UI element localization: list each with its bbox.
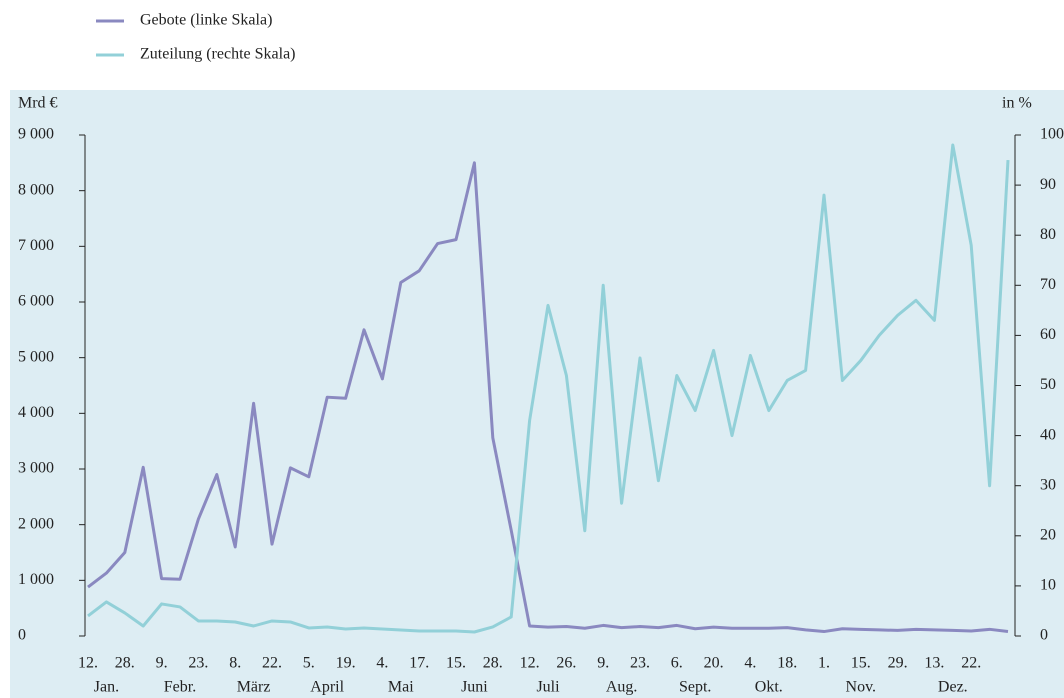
- x-tick-label: 19.: [336, 655, 356, 672]
- x-tick-label: 13.: [924, 655, 944, 672]
- x-tick-label: 20.: [704, 655, 724, 672]
- x-tick-label: 12.: [520, 655, 540, 672]
- month-label: Nov.: [846, 679, 877, 696]
- y-axis-label: Mrd €: [18, 95, 58, 112]
- plot-background: [10, 90, 1064, 698]
- y-tick-label: 6 000: [18, 293, 54, 310]
- month-label: März: [237, 679, 271, 696]
- x-tick-label: 12.: [78, 655, 98, 672]
- x-tick-label: 15.: [446, 655, 466, 672]
- y2-tick-label: 70: [1040, 276, 1056, 293]
- line-series: [87, 143, 1010, 634]
- x-tick-label: 15.: [851, 655, 871, 672]
- x-tick-label: 23.: [188, 655, 208, 672]
- month-label: April: [310, 679, 344, 696]
- y2-tick-label: 80: [1040, 226, 1056, 243]
- month-label: Juli: [536, 679, 560, 696]
- y-tick-label: 7 000: [18, 237, 54, 254]
- y2-tick-label: 0: [1040, 627, 1048, 644]
- month-label: Jan.: [94, 679, 119, 696]
- x-tick-label: 18.: [777, 655, 797, 672]
- y-tick-label: 5 000: [18, 348, 54, 365]
- month-label: Okt.: [755, 679, 783, 696]
- x-tick-label: 4.: [376, 655, 388, 672]
- x-tick-label: 9.: [597, 655, 609, 672]
- y-tick-label: 3 000: [18, 460, 54, 477]
- y-tick-label: 9 000: [18, 126, 54, 143]
- y2-axis-label: in %: [1002, 95, 1032, 112]
- month-label: Febr.: [164, 679, 196, 696]
- y2-tick-label: 10: [1040, 577, 1056, 594]
- y-tick-label: 0: [18, 627, 26, 644]
- month-label: Aug.: [606, 679, 638, 696]
- y-tick-label: 4 000: [18, 404, 54, 421]
- x-tick-label: 28.: [115, 655, 135, 672]
- x-tick-label: 1.: [818, 655, 830, 672]
- x-tick-label: 23.: [630, 655, 650, 672]
- x-tick-label: 8.: [229, 655, 241, 672]
- month-label: Juni: [461, 679, 488, 696]
- month-label: Mai: [388, 679, 414, 696]
- x-tick-label: 22.: [961, 655, 981, 672]
- y2-tick-label: 60: [1040, 326, 1056, 343]
- y2-tick-label: 50: [1040, 376, 1056, 393]
- y-tick-label: 1 000: [18, 571, 54, 588]
- legend-label: Zuteilung (rechte Skala): [140, 46, 296, 63]
- y2-tick-label: 40: [1040, 426, 1056, 443]
- month-label: Sept.: [679, 679, 711, 696]
- legend-label: Gebote (linke Skala): [140, 12, 272, 29]
- x-tick-label: 4.: [744, 655, 756, 672]
- x-tick-label: 6.: [671, 655, 683, 672]
- y2-tick-label: 20: [1040, 526, 1056, 543]
- x-tick-label: 29.: [888, 655, 908, 672]
- month-label: Dez.: [938, 679, 968, 696]
- x-tick-label: 9.: [156, 655, 168, 672]
- x-tick-label: 17.: [409, 655, 429, 672]
- x-tick-label: 22.: [262, 655, 282, 672]
- line-series: [87, 161, 1009, 634]
- y2-tick-label: 90: [1040, 176, 1056, 193]
- x-tick-label: 26.: [556, 655, 576, 672]
- y-tick-label: 8 000: [18, 181, 54, 198]
- x-tick-label: 28.: [483, 655, 503, 672]
- y-tick-label: 2 000: [18, 515, 54, 532]
- x-tick-label: 5.: [303, 655, 315, 672]
- y2-tick-label: 30: [1040, 476, 1056, 493]
- y2-tick-label: 100: [1040, 126, 1064, 143]
